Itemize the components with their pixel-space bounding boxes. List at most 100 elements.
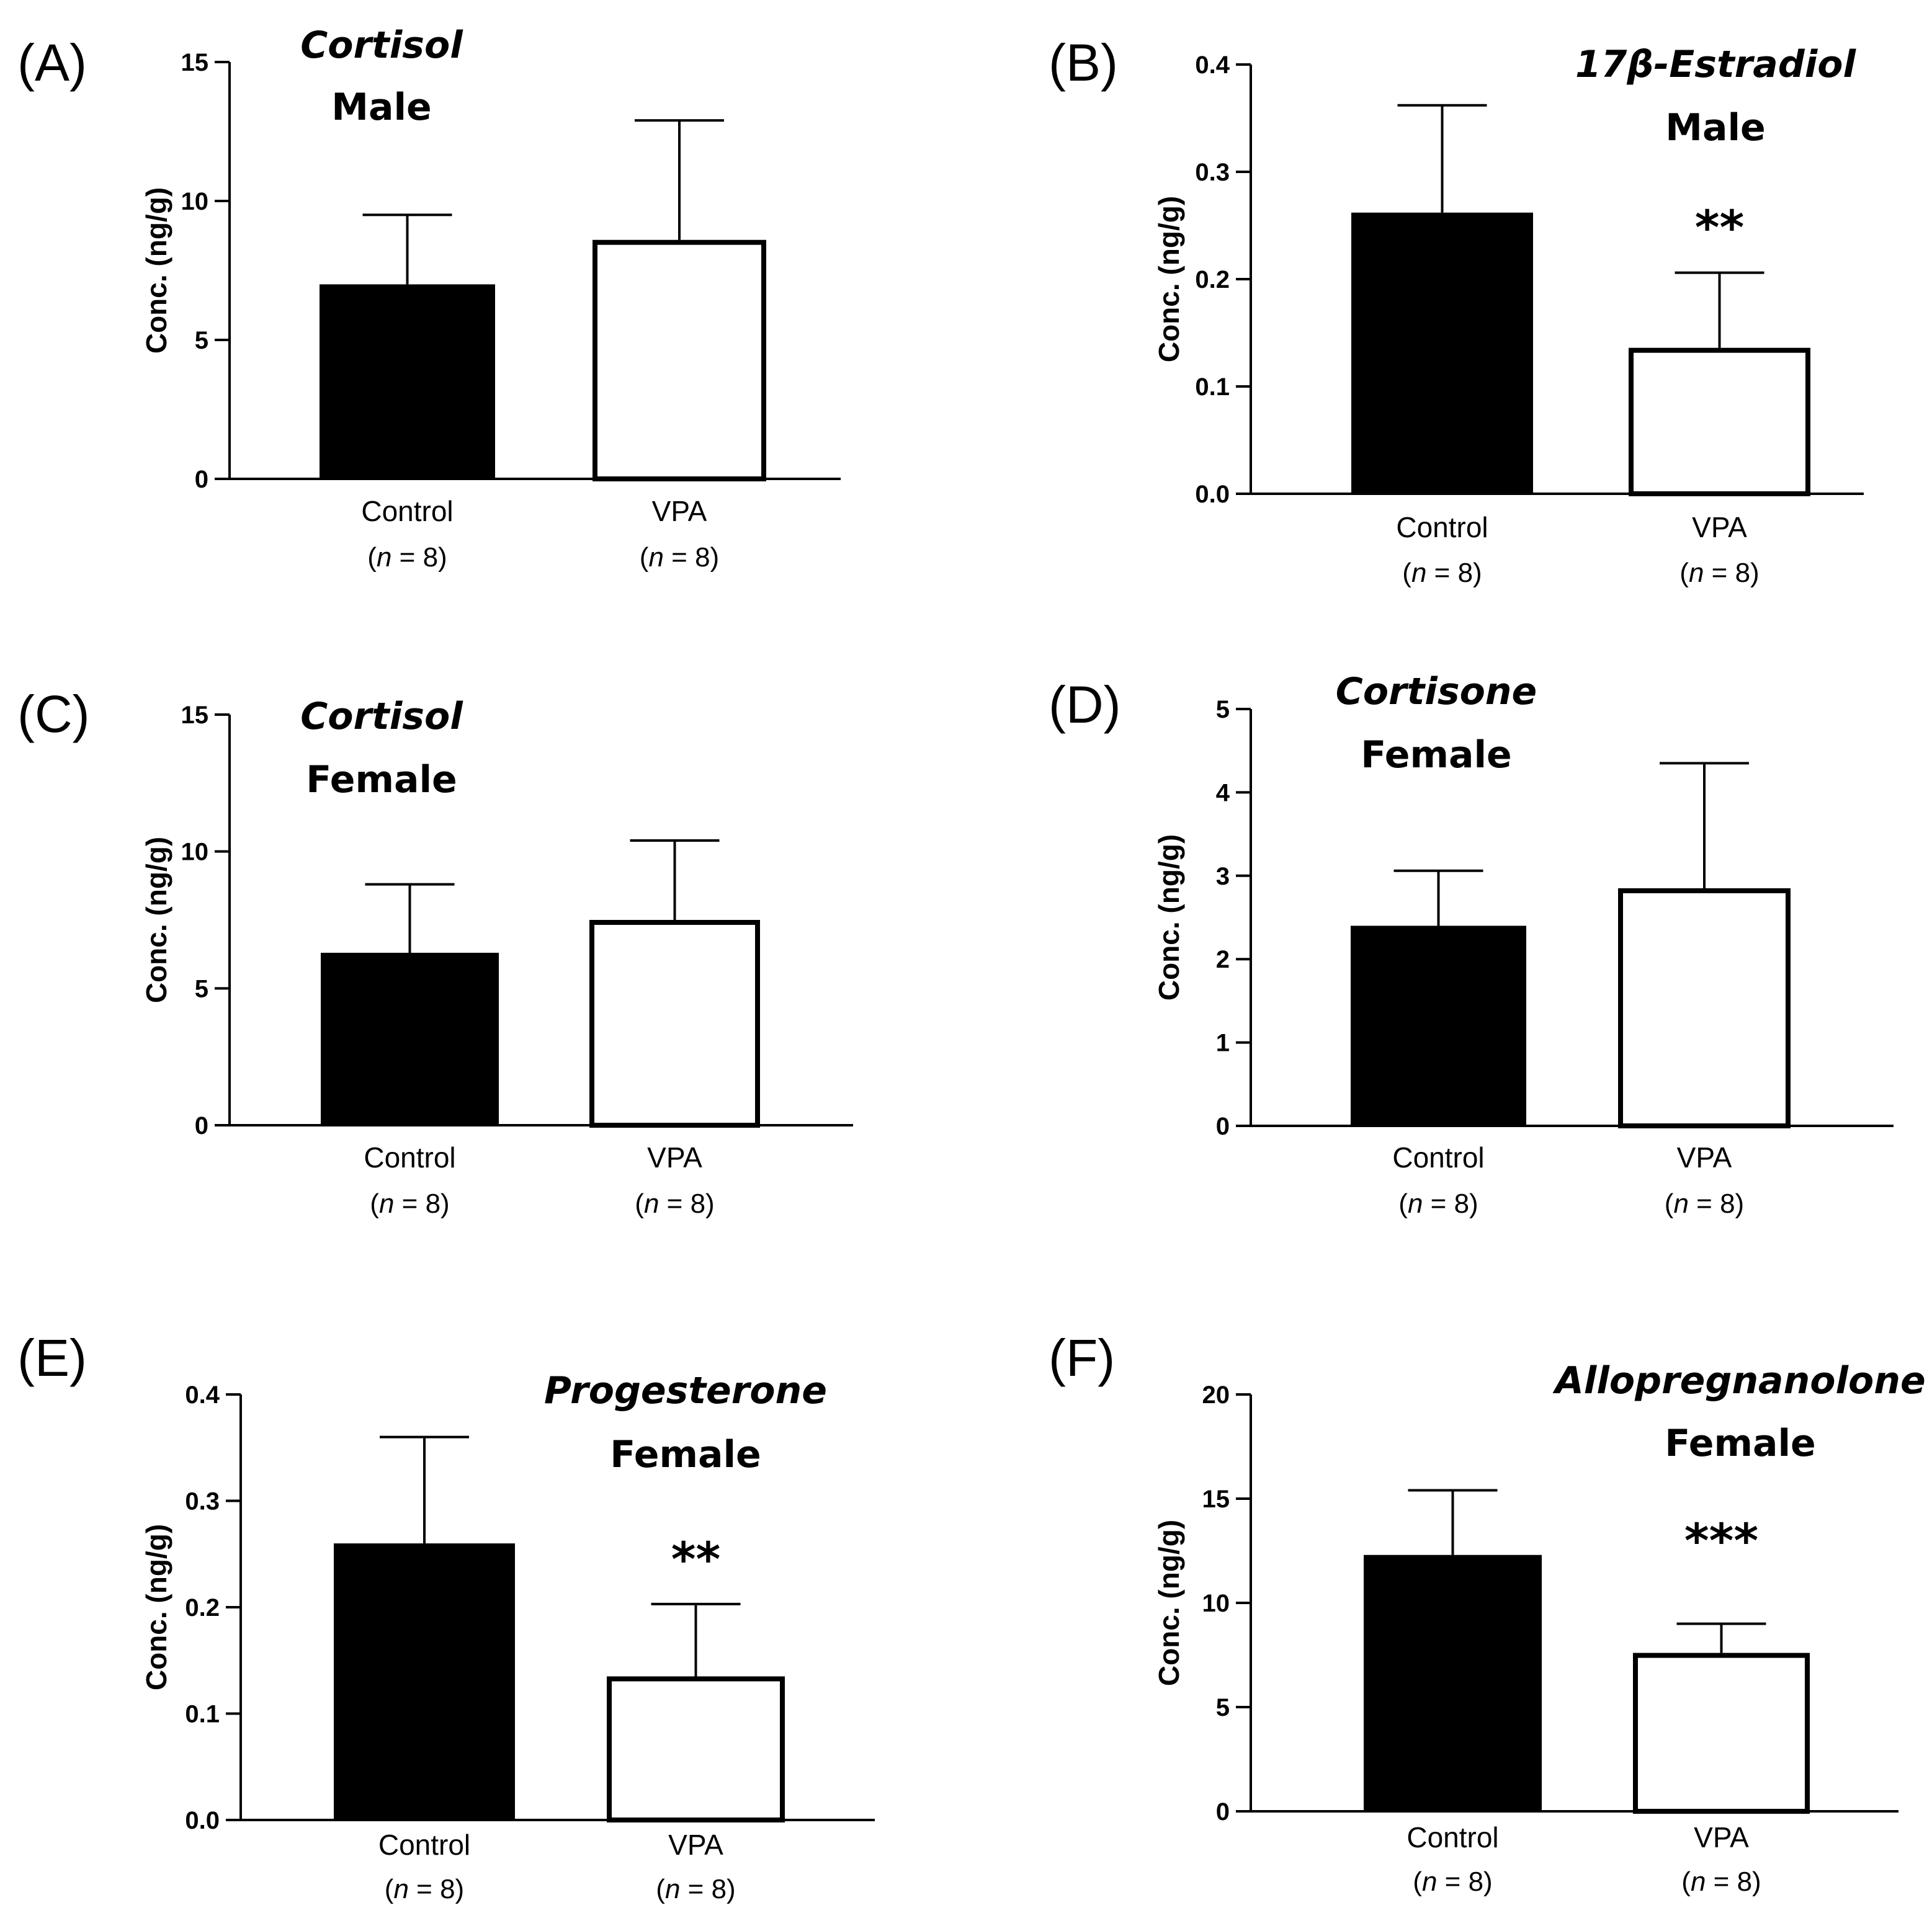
y-tick-label: 5 bbox=[195, 327, 208, 354]
chart-title: Cortisone bbox=[1336, 670, 1537, 713]
y-tick-label: 0.0 bbox=[185, 1807, 220, 1834]
n-label-control: (n = 8) bbox=[367, 542, 447, 573]
y-tick-label: 0.1 bbox=[185, 1701, 220, 1728]
category-label-control: Control bbox=[1407, 1821, 1498, 1853]
n-label-vpa: (n = 8) bbox=[1679, 558, 1759, 588]
category-label-vpa: VPA bbox=[668, 1829, 723, 1861]
chart-title: Cortisol bbox=[300, 695, 463, 738]
bar-vpa bbox=[1633, 1653, 1810, 1814]
n-label-vpa: (n = 8) bbox=[640, 542, 719, 573]
n-label-control: (n = 8) bbox=[1402, 558, 1482, 588]
panel-letter: (B) bbox=[1049, 33, 1118, 92]
n-label-control: (n = 8) bbox=[1398, 1189, 1478, 1219]
y-axis-label: Conc. (ng/g) bbox=[1153, 834, 1185, 1001]
chart-title: Cortisol bbox=[300, 24, 463, 67]
n-label-vpa: (n = 8) bbox=[656, 1874, 735, 1904]
y-tick-label: 0 bbox=[1216, 1798, 1230, 1826]
bar-control bbox=[320, 284, 495, 479]
y-tick-label: 15 bbox=[1202, 1486, 1230, 1513]
y-tick-label: 20 bbox=[1202, 1381, 1230, 1409]
chart-title: Progesterone bbox=[544, 1369, 827, 1412]
chart-panel-f: (F) 0 5 10 15 20 Conc. (ng/g) Control (n = 8) VPA… bbox=[1049, 1329, 1926, 1897]
chart-title: Allopregnanolone bbox=[1552, 1359, 1925, 1403]
panel-letter: (A) bbox=[17, 33, 87, 92]
bar-vpa bbox=[589, 920, 760, 1128]
category-label-control: Control bbox=[378, 1829, 470, 1861]
category-label-vpa: VPA bbox=[1677, 1141, 1732, 1174]
y-tick-label: 15 bbox=[181, 49, 209, 76]
category-label-control: Control bbox=[364, 1141, 455, 1174]
category-label-vpa: VPA bbox=[652, 495, 707, 527]
chart-panel-d: (D) 0 1 2 3 4 5 Conc. (ng/g) Control (n = 8) VPA (n… bbox=[1049, 670, 1894, 1219]
chart-subtitle: Female bbox=[306, 758, 457, 801]
y-axis-label: Conc. (ng/g) bbox=[140, 837, 172, 1003]
y-tick-label: 10 bbox=[181, 839, 209, 866]
chart-subtitle: Female bbox=[1665, 1422, 1816, 1465]
bar-control bbox=[1351, 212, 1533, 494]
bar-vpa bbox=[1629, 347, 1810, 496]
y-tick-label: 10 bbox=[1202, 1590, 1230, 1617]
chart-title: 17β-Estradiol bbox=[1575, 43, 1857, 86]
n-label-control: (n = 8) bbox=[1413, 1867, 1492, 1897]
y-tick-label: 5 bbox=[1216, 1694, 1230, 1721]
y-tick-label: 1 bbox=[1216, 1030, 1230, 1057]
n-label-vpa: (n = 8) bbox=[1665, 1189, 1744, 1219]
n-label-control: (n = 8) bbox=[370, 1189, 449, 1219]
panel-letter: (E) bbox=[17, 1329, 87, 1387]
y-tick-label: 5 bbox=[1216, 696, 1230, 723]
bar-control bbox=[1351, 926, 1526, 1126]
y-tick-label: 0 bbox=[195, 466, 208, 493]
chart-subtitle: Male bbox=[331, 86, 431, 129]
y-tick-label: 0.2 bbox=[1195, 266, 1230, 293]
bar-vpa bbox=[1618, 888, 1791, 1128]
chart-subtitle: Female bbox=[610, 1433, 761, 1476]
panel-letter: (C) bbox=[17, 685, 90, 743]
significance-marker: ** bbox=[1695, 200, 1745, 255]
category-label-control: Control bbox=[1392, 1141, 1484, 1174]
chart-subtitle: Female bbox=[1361, 733, 1512, 777]
y-tick-label: 5 bbox=[195, 975, 208, 1002]
significance-marker: *** bbox=[1684, 1513, 1758, 1568]
chart-panel-b: (B) 0.0 0.1 0.2 0.3 0.4 Conc. (ng/g) Control (n … bbox=[1049, 33, 1864, 588]
y-axis-label: Conc. (ng/g) bbox=[1153, 196, 1185, 362]
y-tick-label: 0.4 bbox=[185, 1381, 220, 1409]
panel-letter: (D) bbox=[1049, 676, 1121, 734]
category-label-vpa: VPA bbox=[1694, 1821, 1749, 1853]
y-axis-label: Conc. (ng/g) bbox=[140, 1524, 172, 1690]
y-tick-label: 0.3 bbox=[1195, 159, 1230, 186]
panel-letter: (F) bbox=[1049, 1329, 1115, 1387]
y-tick-label: 0 bbox=[1216, 1113, 1230, 1140]
category-label-control: Control bbox=[361, 495, 453, 527]
y-tick-label: 2 bbox=[1216, 946, 1230, 973]
n-label-vpa: (n = 8) bbox=[635, 1189, 714, 1219]
bar-vpa bbox=[607, 1676, 785, 1823]
chart-panel-a: (A) 0 5 10 15 Conc. (ng/g) Control (n = 8) VPA (n… bbox=[17, 24, 841, 573]
category-label-vpa: VPA bbox=[647, 1141, 702, 1174]
category-label-control: Control bbox=[1396, 511, 1488, 543]
y-tick-label: 3 bbox=[1216, 863, 1230, 890]
y-tick-label: 10 bbox=[181, 188, 209, 215]
y-tick-label: 0.3 bbox=[185, 1488, 220, 1515]
bar-vpa bbox=[593, 239, 766, 481]
n-label-vpa: (n = 8) bbox=[1681, 1867, 1761, 1897]
y-tick-label: 0.4 bbox=[1195, 51, 1230, 79]
chart-panel-e: (E) 0.0 0.1 0.2 0.3 0.4 Conc. (ng/g) Control (n … bbox=[17, 1329, 875, 1904]
significance-marker: ** bbox=[671, 1532, 721, 1587]
chart-panel-c: (C) 0 5 10 15 Conc. (ng/g) Control (n = 8) VPA (n… bbox=[17, 685, 853, 1219]
n-label-control: (n = 8) bbox=[385, 1874, 464, 1904]
bar-control bbox=[334, 1543, 515, 1820]
category-label-vpa: VPA bbox=[1692, 511, 1747, 543]
y-tick-label: 0.0 bbox=[1195, 481, 1230, 508]
bar-control bbox=[321, 952, 499, 1125]
y-tick-label: 0.1 bbox=[1195, 373, 1230, 401]
y-axis-label: Conc. (ng/g) bbox=[140, 187, 172, 354]
y-tick-label: 4 bbox=[1216, 779, 1230, 806]
y-tick-label: 0.2 bbox=[185, 1594, 220, 1621]
chart-subtitle: Male bbox=[1665, 106, 1765, 149]
bar-control bbox=[1364, 1554, 1542, 1811]
y-tick-label: 0 bbox=[195, 1112, 208, 1140]
y-axis-label: Conc. (ng/g) bbox=[1153, 1520, 1185, 1686]
y-tick-label: 15 bbox=[181, 702, 209, 729]
